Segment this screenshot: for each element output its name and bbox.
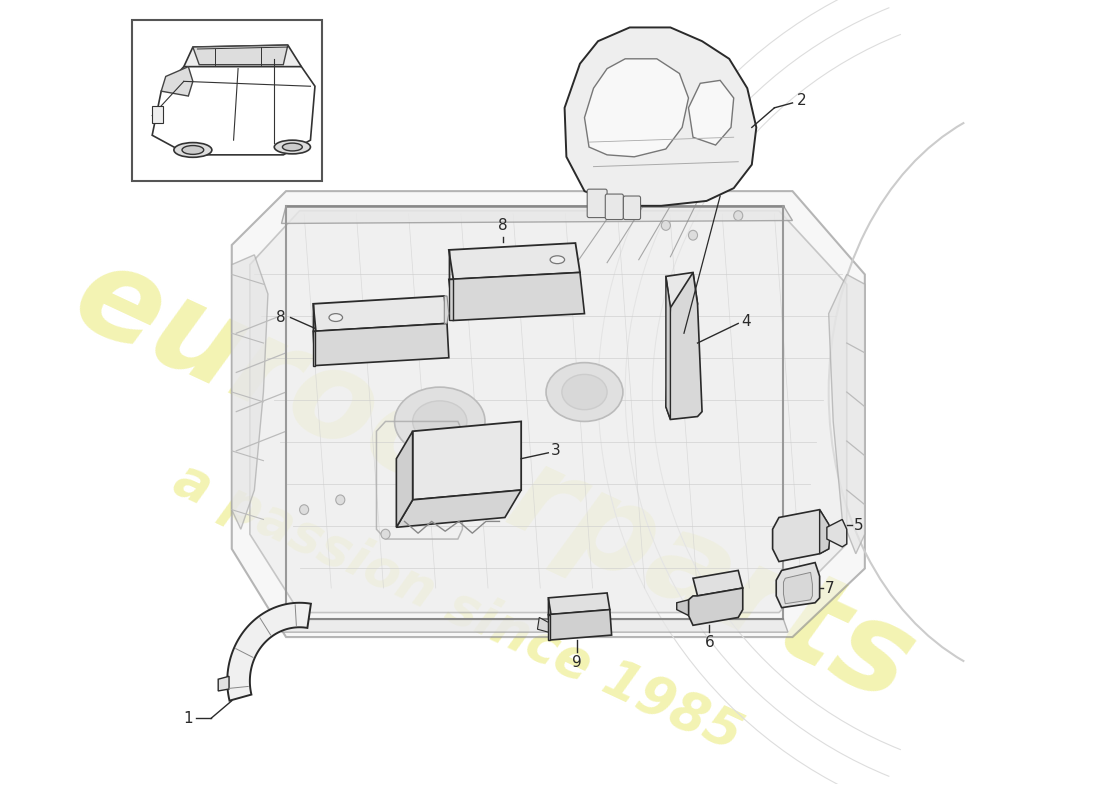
Text: 7: 7 [825,581,835,595]
Circle shape [734,210,742,221]
Ellipse shape [174,142,212,158]
Polygon shape [232,191,865,637]
Polygon shape [314,296,447,331]
Polygon shape [820,510,830,554]
Text: 4: 4 [741,314,750,329]
Circle shape [661,221,670,230]
Polygon shape [584,59,689,157]
FancyBboxPatch shape [587,189,607,218]
Polygon shape [548,593,609,614]
Polygon shape [232,255,268,530]
Polygon shape [444,296,449,323]
Ellipse shape [412,401,466,442]
Polygon shape [396,490,521,527]
Text: 2: 2 [798,94,806,109]
FancyBboxPatch shape [605,194,624,219]
Polygon shape [689,80,734,145]
Circle shape [381,530,390,539]
Ellipse shape [274,140,310,154]
Ellipse shape [283,143,302,151]
Text: 8: 8 [276,310,286,325]
Polygon shape [282,206,792,223]
Polygon shape [282,619,788,632]
Text: 1: 1 [184,711,192,726]
Text: a passion since 1985: a passion since 1985 [166,453,750,762]
Circle shape [336,495,344,505]
Polygon shape [666,273,702,419]
Polygon shape [827,519,847,547]
Polygon shape [396,431,412,527]
Polygon shape [689,588,743,626]
FancyBboxPatch shape [624,196,640,219]
Ellipse shape [329,314,342,322]
Polygon shape [772,510,828,562]
Polygon shape [218,676,229,691]
Polygon shape [162,66,192,96]
Polygon shape [250,210,847,613]
Text: 5: 5 [854,518,864,533]
Polygon shape [449,273,584,321]
Polygon shape [192,45,288,65]
Polygon shape [548,610,612,640]
Text: 8: 8 [498,218,508,234]
Bar [132,20,322,182]
Text: 3: 3 [551,443,561,458]
Circle shape [689,230,697,240]
Ellipse shape [546,362,623,422]
Polygon shape [777,562,820,608]
Text: eurocarparts: eurocarparts [56,233,933,727]
Polygon shape [449,243,580,279]
Polygon shape [412,422,521,500]
Polygon shape [314,323,449,366]
Text: 9: 9 [572,654,582,670]
Ellipse shape [550,256,564,264]
Ellipse shape [182,146,204,154]
Polygon shape [449,250,453,321]
Polygon shape [666,276,670,419]
Polygon shape [314,304,315,366]
Polygon shape [228,602,311,701]
Text: 6: 6 [704,635,714,650]
Polygon shape [184,45,301,66]
Polygon shape [564,27,757,206]
Ellipse shape [562,374,607,410]
Ellipse shape [395,387,485,456]
Polygon shape [783,572,813,604]
Polygon shape [666,273,697,308]
Polygon shape [828,274,865,554]
Polygon shape [676,600,689,615]
Polygon shape [693,570,742,596]
Bar [152,106,163,123]
Polygon shape [548,598,550,640]
Polygon shape [538,618,548,632]
Circle shape [299,505,309,514]
